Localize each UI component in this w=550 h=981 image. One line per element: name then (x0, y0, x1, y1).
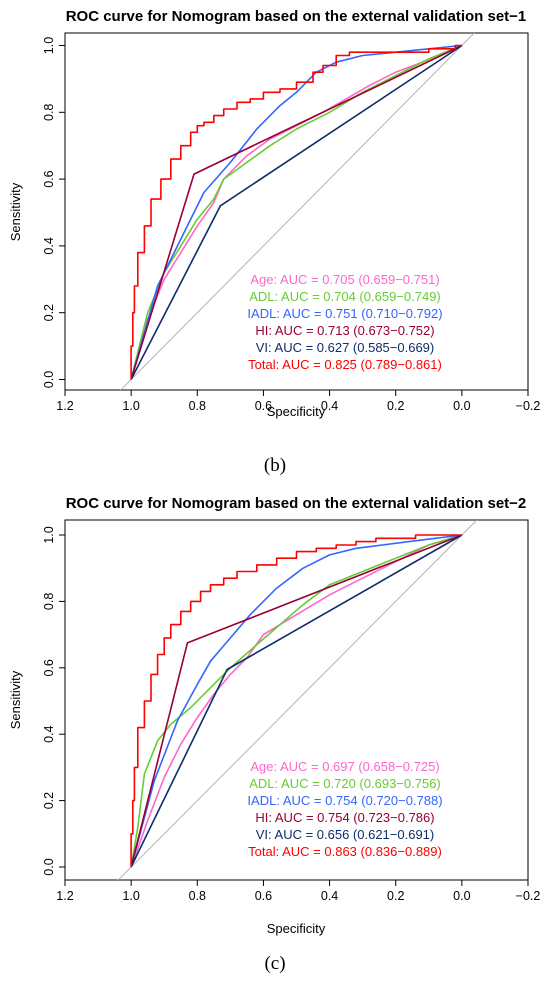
legend: Age: AUC = 0.705 (0.659−0.751) ADL: AUC =… (247, 272, 442, 372)
y-tick-label: 0.2 (42, 304, 56, 321)
y-axis-label: Sensitivity (8, 182, 23, 241)
y-tick-label: 1.0 (42, 526, 56, 543)
y-tick-label: 0.4 (42, 725, 56, 742)
legend: Age: AUC = 0.697 (0.658−0.725) ADL: AUC =… (247, 759, 442, 859)
series-line-vi (130, 534, 463, 868)
legend-entry-hi: HI: AUC = 0.754 (0.723−0.786) (255, 810, 434, 825)
legend-entry-vi: VI: AUC = 0.627 (0.585−0.669) (256, 340, 435, 355)
x-tick-label: 0.2 (387, 889, 404, 903)
x-tick-label: 0.8 (189, 889, 206, 903)
roc-panel-validation-set-1: ROC curve for Nomogram based on the exte… (8, 8, 540, 476)
series-line-hi (130, 534, 463, 868)
x-tick-label: 0.6 (255, 889, 272, 903)
plot-area: 1.2 1.0 0.8 0.6 0.4 0.2 0.0 −0.2 0.0 0.2 0.4 0.6 0.8… (42, 32, 541, 413)
y-tick-label: 0.2 (42, 792, 56, 809)
series-line-vi (130, 44, 463, 380)
x-tick-label: 1.2 (56, 399, 73, 413)
legend-entry-adl: ADL: AUC = 0.704 (0.659−0.749) (249, 289, 441, 304)
x-tick-label: 1.0 (122, 399, 139, 413)
y-tick-label: 0.0 (42, 371, 56, 388)
plot-frame (64, 32, 529, 391)
plot-frame (64, 519, 529, 881)
x-tick-label: −0.2 (516, 399, 541, 413)
x-tick-label: 0.2 (387, 399, 404, 413)
x-tick-label: 1.0 (122, 889, 139, 903)
legend-entry-total: Total: AUC = 0.863 (0.836−0.889) (248, 844, 442, 859)
series-line-hi (130, 44, 463, 380)
x-tick-label: 0.0 (453, 399, 470, 413)
series-line-total (130, 534, 462, 867)
roc-panel-validation-set-2: ROC curve for Nomogram based on the exte… (8, 495, 540, 974)
series-line-adl (130, 44, 463, 380)
series-line-adl (130, 534, 463, 868)
diagonal-reference-line (117, 520, 478, 880)
panel-label: (b) (264, 455, 286, 476)
legend-entry-vi: VI: AUC = 0.656 (0.621−0.691) (256, 827, 435, 842)
legend-entry-iadl: IADL: AUC = 0.754 (0.720−0.788) (247, 793, 442, 808)
legend-entry-adl: ADL: AUC = 0.720 (0.693−0.756) (249, 776, 441, 791)
y-tick-label: 0.6 (42, 659, 56, 676)
y-axis-label: Sensitivity (8, 670, 23, 729)
x-tick-label: 0.4 (321, 889, 338, 903)
plot-area: 1.2 1.0 0.8 0.6 0.4 0.2 0.0 −0.2 0.0 0.2 0.4 0.6 0.8… (42, 519, 541, 903)
y-tick-label: 0.8 (42, 593, 56, 610)
x-axis-label: Specificity (267, 404, 326, 419)
legend-entry-iadl: IADL: AUC = 0.751 (0.710−0.792) (247, 306, 442, 321)
x-axis-label: Specificity (267, 921, 326, 936)
x-tick-label: 0.8 (189, 399, 206, 413)
chart-title: ROC curve for Nomogram based on the exte… (66, 495, 527, 512)
y-tick-label: 1.0 (42, 37, 56, 54)
y-tick-label: 0.0 (42, 858, 56, 875)
x-tick-label: 1.2 (56, 889, 73, 903)
series-line-iadl (130, 534, 462, 868)
x-tick-label: −0.2 (516, 889, 541, 903)
x-tick-label: 0.4 (321, 399, 338, 413)
panel-label: (c) (264, 953, 285, 974)
series-line-age (130, 44, 463, 380)
x-tick-label: 0.6 (255, 399, 272, 413)
legend-entry-total: Total: AUC = 0.825 (0.789−0.861) (248, 357, 442, 372)
x-tick-label: 0.0 (453, 889, 470, 903)
legend-entry-age: Age: AUC = 0.697 (0.658−0.725) (250, 759, 439, 774)
y-tick-label: 0.4 (42, 237, 56, 254)
y-tick-label: 0.8 (42, 104, 56, 121)
series-line-total (130, 44, 462, 380)
diagonal-reference-line (120, 33, 475, 390)
legend-entry-age: Age: AUC = 0.705 (0.659−0.751) (250, 272, 439, 287)
y-tick-label: 0.6 (42, 170, 56, 187)
legend-entry-hi: HI: AUC = 0.713 (0.673−0.752) (255, 323, 434, 338)
chart-title: ROC curve for Nomogram based on the exte… (66, 8, 527, 25)
